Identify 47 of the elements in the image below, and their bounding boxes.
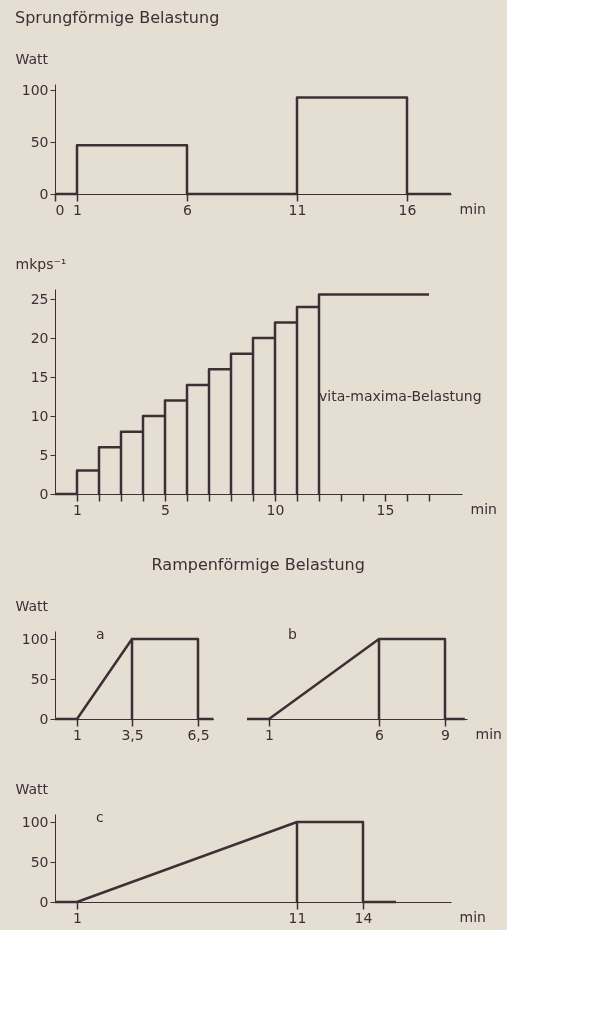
x-axis-title: min [475,725,502,742]
x-tick-label: 10 [266,501,285,518]
y-tick-label: 5 [39,446,49,463]
y-tick-label: 0 [39,185,49,202]
annotation: vita-maxima-Belastung [319,387,482,404]
x-tick-label: 6,5 [187,726,210,743]
x-tick-label: 0 [55,201,65,218]
y-tick-label: 100 [21,81,49,98]
x-tick-label: 5 [161,501,170,518]
chart-title: Sprungförmige Belastung [15,8,220,27]
annotation: c [96,809,104,825]
y-tick-label: 50 [30,133,49,150]
text: Rampenförmige Belastung [151,555,365,574]
y-tick-label: 100 [21,630,49,647]
y-axis-title: Watt [15,780,49,797]
y-tick-label: 50 [30,853,49,870]
x-tick-label: 9 [441,726,450,743]
y-axis-title: mkps⁻¹ [15,255,67,272]
x-tick-label: 16 [398,201,417,218]
y-tick-label: 10 [30,407,49,424]
y-tick-label: 50 [30,670,49,687]
y-axis-title: Watt [15,50,49,67]
x-tick-label: 15 [376,501,395,518]
x-tick-label: 1 [265,726,274,743]
annotation: b [288,626,297,642]
x-tick-label: 1 [73,909,82,926]
y-axis-title: Watt [15,597,49,614]
x-tick-label: 1 [73,201,82,218]
x-tick-label: 3,5 [121,726,144,743]
x-tick-label: 1 [73,501,82,518]
annotation: a [96,626,105,642]
x-tick-label: 14 [354,909,373,926]
x-tick-label: 1 [73,726,82,743]
y-tick-label: 25 [30,290,49,307]
x-axis-title: min [470,500,497,517]
x-tick-label: 11 [288,909,307,926]
x-axis-title: min [459,200,486,217]
x-tick-label: 6 [375,726,385,743]
x-tick-label: 11 [288,201,307,218]
y-tick-label: 100 [21,813,49,830]
y-tick-label: 15 [30,368,49,385]
x-axis-title: min [459,908,486,925]
x-tick-label: 6 [183,201,193,218]
y-tick-label: 0 [39,710,49,727]
y-tick-label: 20 [30,329,49,346]
y-tick-label: 0 [39,485,49,502]
y-tick-label: 0 [39,893,49,910]
